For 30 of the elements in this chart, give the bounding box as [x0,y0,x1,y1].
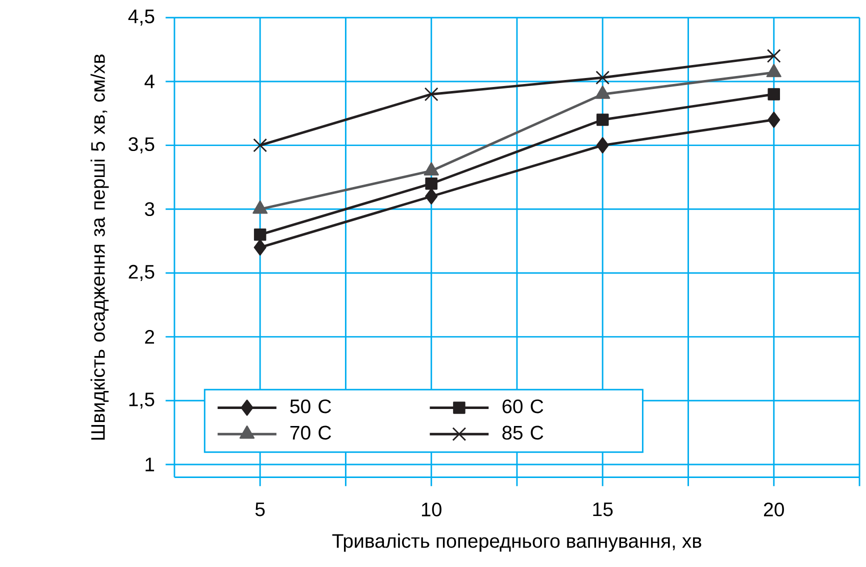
point [425,188,438,204]
y-tick-label: 2 [145,330,154,344]
point [254,239,266,256]
point [253,138,268,152]
point [766,48,781,63]
y-tick-label: 4 [144,74,154,88]
x-tick-label: 20 [764,502,784,516]
point [596,70,610,84]
x-tick-label: 10 [422,502,442,516]
point [424,87,438,101]
y-tick-label: 2,5 [128,264,154,281]
legend-label: 70 C [290,426,331,440]
legend-label: 50 C [290,399,331,414]
point [768,111,780,128]
point [425,177,438,190]
y-tick-label: 4,5 [128,9,154,26]
y-tick-label: 1 [146,458,154,472]
y-tick-label: 1,5 [129,392,154,408]
point [596,137,609,154]
y-tick-label: 3,5 [128,137,154,154]
point [254,228,266,241]
legend-label: 60 C [502,399,544,414]
point [596,113,609,126]
y-tick-label: 3 [144,202,154,216]
x-axis-title: Тривалість попереднього вапнування, хв [332,533,702,552]
legend-label: 85 C [502,426,544,440]
y-axis-title: Швидкість осадження за перші 5 хв, см/хв [90,54,109,440]
x-tick-label: 15 [593,502,613,516]
point [768,88,780,100]
x-tick-label: 5 [255,502,265,516]
